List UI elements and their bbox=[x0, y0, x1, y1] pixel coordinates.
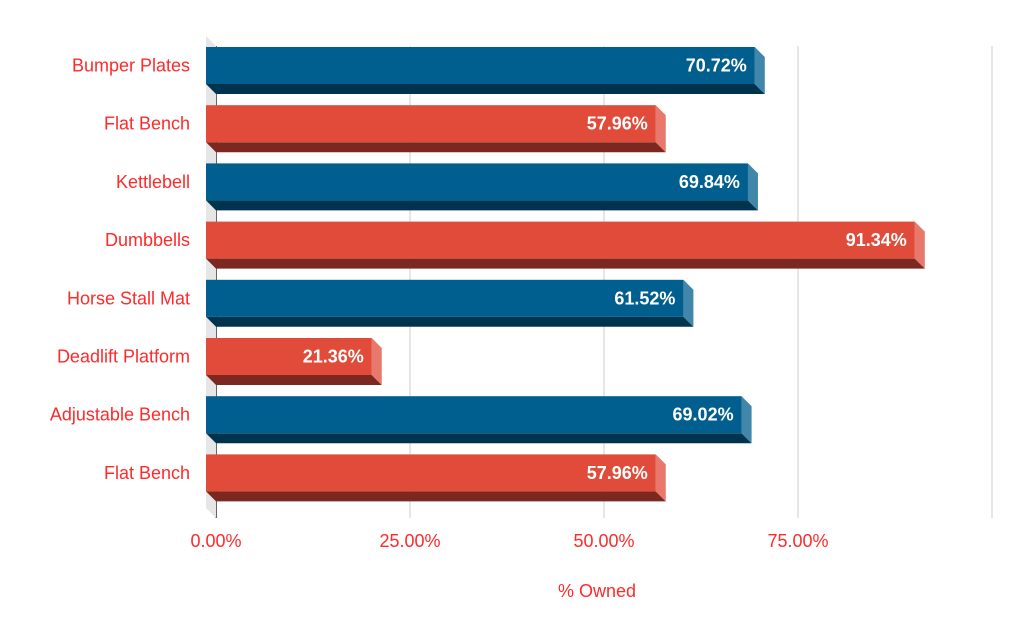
bar-end-face bbox=[914, 221, 925, 269]
bar-value-label: 21.36% bbox=[303, 347, 364, 367]
category-label: Flat Bench bbox=[104, 114, 190, 134]
category-label: Deadlift Platform bbox=[57, 347, 190, 367]
bar-end-face bbox=[371, 338, 382, 385]
bar-bottom-face bbox=[206, 142, 666, 153]
bar-front-face bbox=[206, 47, 755, 84]
bar-bottom-face bbox=[206, 84, 765, 94]
bar: 70.72% bbox=[206, 47, 765, 94]
bar: 69.84% bbox=[206, 163, 758, 211]
bar-front-face bbox=[206, 105, 656, 143]
bar-end-face bbox=[754, 47, 765, 94]
x-tick-labels: 0.00% 25.00% 50.00% 75.00% bbox=[190, 531, 828, 551]
bars-group: 70.72% 57.96% 69.84% 91.34% 61.52% 21.36% 69.0… bbox=[206, 47, 925, 502]
bar: 57.96% bbox=[206, 454, 666, 502]
bar-end-face bbox=[747, 163, 758, 211]
bar-value-label: 57.96% bbox=[587, 463, 648, 483]
bar-bottom-face bbox=[206, 258, 925, 269]
bar-value-label: 61.52% bbox=[614, 288, 675, 308]
bar-front-face bbox=[206, 163, 748, 201]
bar-front-face bbox=[206, 338, 372, 375]
bar-value-label: 69.02% bbox=[673, 405, 734, 425]
bar-end-face bbox=[655, 105, 666, 153]
bar-front-face bbox=[206, 454, 656, 492]
bar-end-face bbox=[741, 396, 752, 444]
bar: 21.36% bbox=[206, 338, 382, 385]
bar-bottom-face bbox=[206, 433, 752, 444]
bar-value-label: 57.96% bbox=[587, 114, 648, 134]
bar-value-label: 70.72% bbox=[686, 56, 747, 76]
bar-value-label: 91.34% bbox=[846, 230, 907, 250]
category-label: Kettlebell bbox=[116, 172, 190, 192]
x-axis-title: % Owned bbox=[558, 581, 636, 601]
bar-value-label: 69.84% bbox=[679, 172, 740, 192]
bar-end-face bbox=[683, 279, 694, 327]
bar: 61.52% bbox=[206, 279, 694, 327]
bar: 69.02% bbox=[206, 396, 752, 444]
bar-bottom-face bbox=[206, 491, 666, 502]
x-tick-label: 50.00% bbox=[573, 531, 634, 551]
category-label: Adjustable Bench bbox=[50, 405, 190, 425]
bar-bottom-face bbox=[206, 375, 382, 385]
category-label: Dumbbells bbox=[105, 230, 190, 250]
x-tick-label: 75.00% bbox=[767, 531, 828, 551]
bar-end-face bbox=[655, 454, 666, 502]
bar-front-face bbox=[206, 221, 915, 259]
category-labels: Bumper Plates Flat Bench Kettlebell Dumbbel… bbox=[50, 56, 190, 483]
category-label: Flat Bench bbox=[104, 463, 190, 483]
x-tick-label: 25.00% bbox=[379, 531, 440, 551]
bar-bottom-face bbox=[206, 316, 694, 327]
bar-bottom-face bbox=[206, 200, 758, 211]
bar-front-face bbox=[206, 279, 684, 317]
x-tick-label: 0.00% bbox=[190, 531, 241, 551]
bar: 91.34% bbox=[206, 221, 925, 269]
category-label: Horse Stall Mat bbox=[67, 288, 190, 308]
bar: 57.96% bbox=[206, 105, 666, 153]
bar-front-face bbox=[206, 396, 742, 434]
category-label: Bumper Plates bbox=[72, 56, 190, 76]
